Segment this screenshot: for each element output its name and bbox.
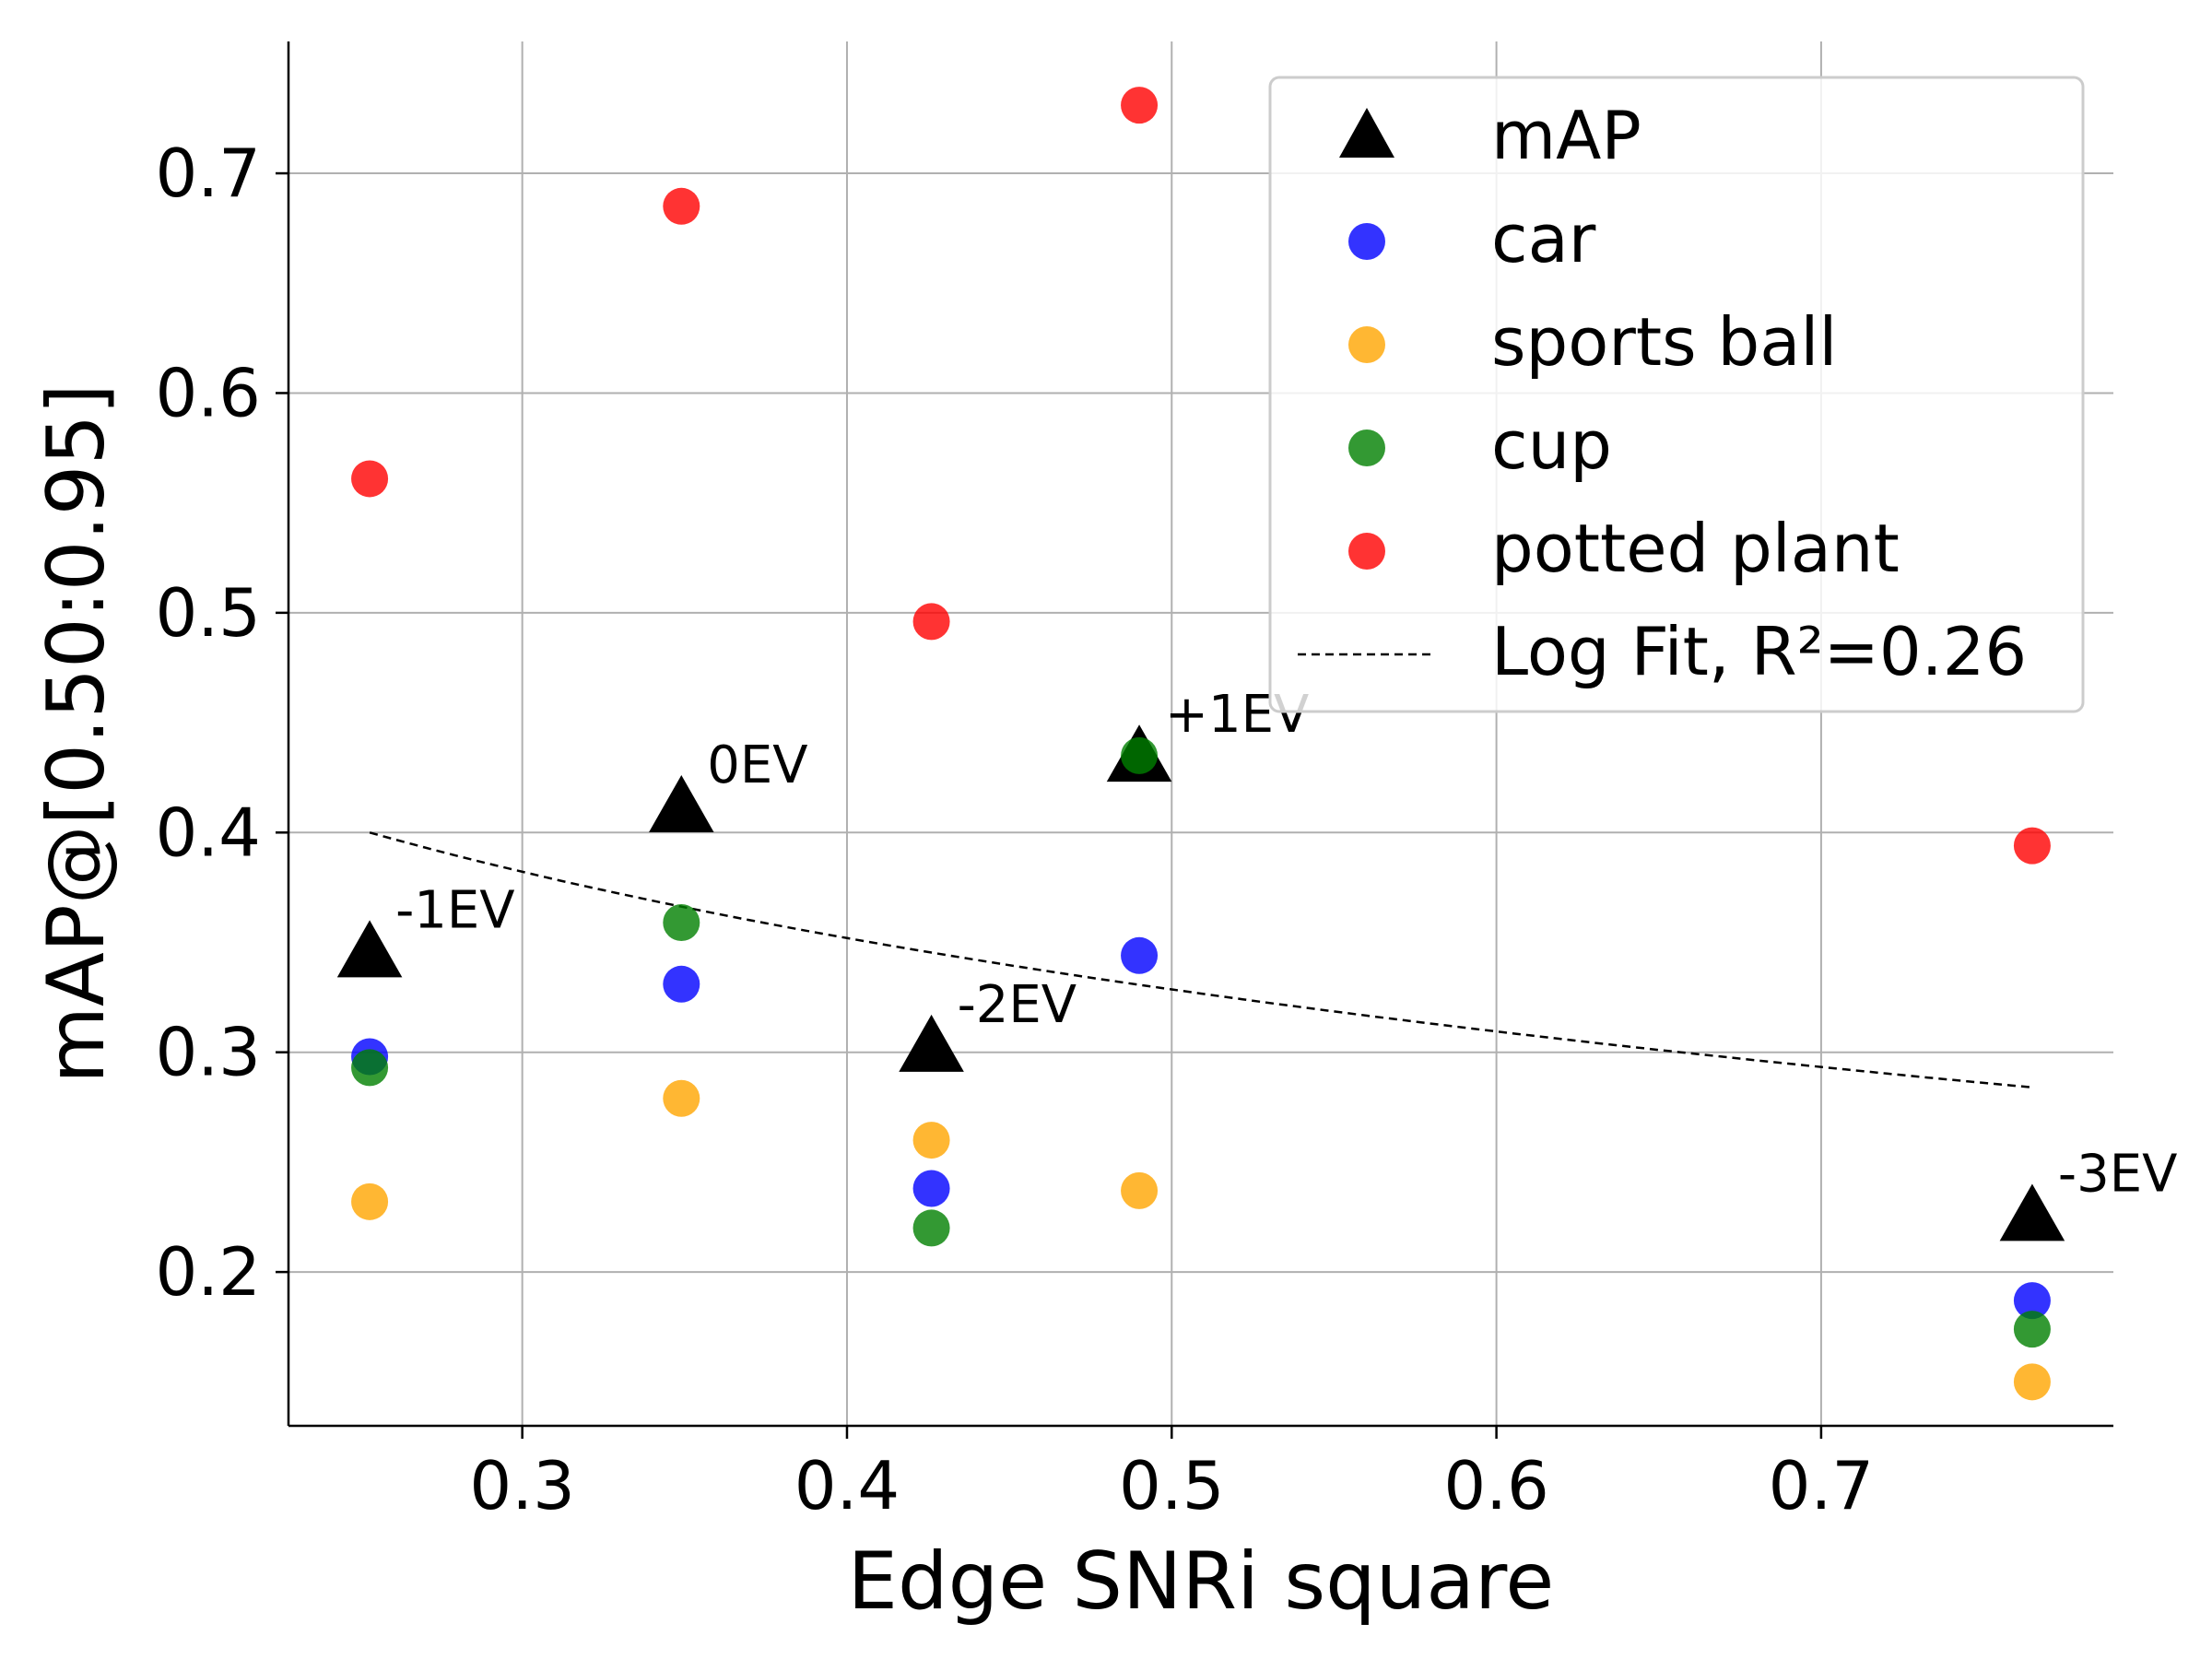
y-tick-label: 0.2 xyxy=(155,1233,261,1311)
car-marker xyxy=(663,965,700,1003)
sports-ball-marker xyxy=(912,1122,950,1159)
car-marker xyxy=(912,1170,950,1207)
car-marker xyxy=(2013,1282,2051,1320)
x-tick-label: 0.3 xyxy=(469,1447,575,1524)
map-marker xyxy=(649,775,714,832)
sports-ball-marker xyxy=(663,1079,700,1117)
cup-marker xyxy=(351,1049,389,1087)
y-tick-label: 0.5 xyxy=(155,574,261,652)
map-marker xyxy=(336,920,403,978)
y-tick-label: 0.7 xyxy=(155,135,261,212)
map-marker xyxy=(899,1014,964,1072)
y-axis-label: mAP@[0.50:0.95] xyxy=(30,383,123,1084)
sports-ball-marker xyxy=(1121,1171,1159,1209)
legend-map-icon xyxy=(1339,108,1394,158)
sports-ball-marker xyxy=(2013,1363,2051,1401)
legend-label-mAP: mAP xyxy=(1491,97,1641,174)
y-tick-label: 0.3 xyxy=(155,1014,261,1091)
legend-label-potted-plant: potted plant xyxy=(1491,510,1900,587)
potted-plant-marker xyxy=(2013,827,2051,865)
map-marker xyxy=(1999,1183,2065,1241)
y-tick-label: 0.4 xyxy=(155,794,261,871)
legend-label-sports-ball: sports ball xyxy=(1491,303,1837,381)
point-annotation: -2EV xyxy=(958,975,1077,1035)
legend-sports-ball-icon xyxy=(1348,326,1385,363)
cup-marker xyxy=(912,1209,950,1247)
potted-plant-marker xyxy=(1121,87,1159,124)
x-tick-label: 0.6 xyxy=(1443,1447,1549,1524)
x-tick-label: 0.4 xyxy=(794,1447,900,1524)
legend-cup-icon xyxy=(1348,429,1385,466)
cup-marker xyxy=(663,904,700,942)
x-tick-label: 0.7 xyxy=(1769,1447,1875,1524)
point-annotation: 0EV xyxy=(707,735,807,795)
car-marker xyxy=(1121,936,1159,974)
y-tick-label: 0.6 xyxy=(155,354,261,431)
sports-ball-marker xyxy=(351,1182,389,1220)
potted-plant-marker xyxy=(663,187,700,225)
log-fit-line xyxy=(369,831,2033,1089)
point-annotation: -3EV xyxy=(2058,1145,2178,1205)
cup-marker xyxy=(1121,736,1159,774)
legend-box xyxy=(1268,76,2085,713)
point-annotation: -1EV xyxy=(395,880,515,940)
potted-plant-marker xyxy=(912,603,950,641)
legend-car-icon xyxy=(1348,223,1385,260)
cup-marker xyxy=(2013,1311,2051,1348)
x-axis-label: Edge SNRi square xyxy=(848,1535,1555,1628)
potted-plant-marker xyxy=(351,460,389,498)
legend-label-cup: cup xyxy=(1491,406,1612,484)
legend-label-log-fit: Log Fit, R²=0.26 xyxy=(1491,613,2027,690)
legend-potted-plant-icon xyxy=(1348,533,1385,570)
x-tick-label: 0.5 xyxy=(1119,1447,1225,1524)
legend-label-car: car xyxy=(1491,200,1596,277)
